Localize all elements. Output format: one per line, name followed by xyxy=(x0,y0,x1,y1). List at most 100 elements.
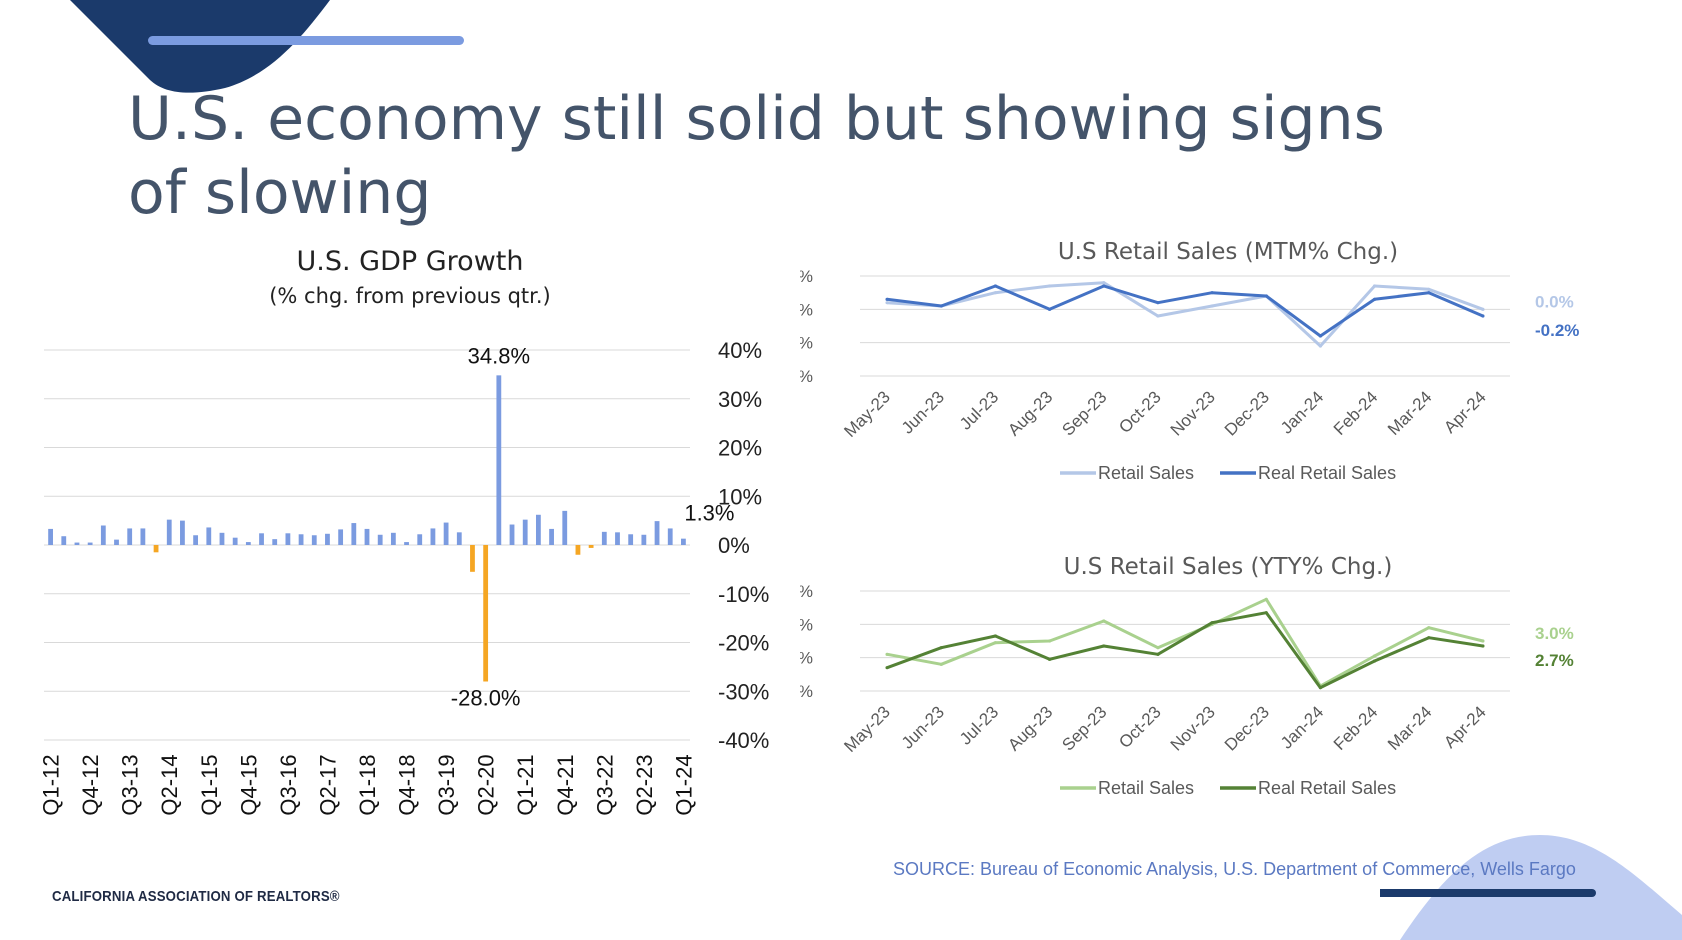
yty-point-real-retail-sales xyxy=(993,634,998,638)
gdp-bar-q2-13 xyxy=(114,539,119,545)
mtm-x-tick-feb-24: Feb-24 xyxy=(1330,387,1382,439)
gdp-x-tick-q1-15: Q1-15 xyxy=(197,754,222,815)
mtm-legend-label-retail-sales: Retail Sales xyxy=(1098,463,1194,483)
mtm-chart-title: U.S Retail Sales (MTM% Chg.) xyxy=(1058,239,1398,265)
gdp-bar-q3-17 xyxy=(338,529,344,545)
mtm-point-retail-sales xyxy=(1481,307,1485,311)
gdp-chart-title: U.S. GDP Growth xyxy=(297,246,524,277)
mtm-point-real-retail-sales xyxy=(1372,297,1377,301)
gdp-bar-q3-21 xyxy=(549,528,554,545)
gdp-y-tick-label: 0% xyxy=(718,533,750,558)
navy-corner-shape xyxy=(70,0,330,93)
gdp-bar-q4-21 xyxy=(562,510,568,545)
mtm-y-tick-label: 1.0% xyxy=(800,267,813,286)
slide-title: U.S. economy still solid but showing sig… xyxy=(128,84,1385,228)
gdp-bar-q3-13 xyxy=(127,528,133,545)
yty-point-retail-sales xyxy=(1372,654,1377,658)
mtm-x-tick-nov-23: Nov-23 xyxy=(1167,387,1219,439)
gdp-x-tick-q3-22: Q3-22 xyxy=(592,754,617,815)
retail-sales-mtm-chart: U.S Retail Sales (MTM% Chg.) 1.0% 0.0% -1.… xyxy=(800,239,1579,483)
yty-x-tick-dec-23: Dec-23 xyxy=(1221,702,1273,754)
gdp-y-tick-label: -30% xyxy=(718,679,769,704)
yty-y-tick-label: 2.0% xyxy=(800,649,813,668)
gdp-x-tick-q4-18: Q4-18 xyxy=(395,754,420,815)
gdp-x-tick-q4-21: Q4-21 xyxy=(553,754,578,815)
gdp-x-tick-q3-13: Q3-13 xyxy=(118,754,143,815)
retail-sales-yty-chart: U.S Retail Sales (YTY% Chg.) 6.0% 4.0% 2.0… xyxy=(800,554,1574,798)
gdp-bar-q1-12 xyxy=(48,528,53,545)
yty-point-real-retail-sales xyxy=(1102,644,1106,648)
gdp-data-label-q1-24: 1.3% xyxy=(684,501,734,526)
mtm-end-label-real-retail-sales: -0.2% xyxy=(1535,321,1579,340)
mtm-y-tick-label: -2.0% xyxy=(800,367,813,386)
gdp-x-tick-q1-24: Q1-24 xyxy=(671,754,696,815)
gdp-x-tick-q2-17: Q2-17 xyxy=(315,754,340,815)
gdp-bar-q1-17 xyxy=(311,535,317,545)
light-blue-wave-shape xyxy=(1400,835,1682,940)
yty-y-tick-label: 6.0% xyxy=(800,582,813,601)
mtm-point-real-retail-sales xyxy=(1481,314,1485,318)
yty-series-real-retail-sales xyxy=(886,611,1484,690)
gdp-bar-q4-13 xyxy=(140,528,146,545)
mtm-point-retail-sales xyxy=(1372,284,1377,288)
gdp-x-tick-q4-12: Q4-12 xyxy=(78,754,103,815)
yty-y-tick-label: 0.0% xyxy=(800,682,813,701)
yty-x-tick-aug-23: Aug-23 xyxy=(1004,702,1056,754)
mtm-x-tick-jan-24: Jan-24 xyxy=(1277,387,1327,437)
footer-decoration xyxy=(1380,835,1682,940)
gdp-data-labels: 34.8% -28.0% 1.3% xyxy=(451,343,735,710)
mtm-point-retail-sales xyxy=(1102,281,1106,285)
yty-point-retail-sales xyxy=(1264,597,1268,601)
mtm-point-retail-sales xyxy=(1047,284,1052,288)
header-decoration xyxy=(70,0,464,93)
mtm-x-tick-jun-23: Jun-23 xyxy=(898,387,948,437)
gdp-bar-q4-14 xyxy=(193,535,199,545)
mtm-point-retail-sales xyxy=(885,301,889,305)
gdp-y-tick-label: 10% xyxy=(718,484,762,509)
gdp-bar-q4-17 xyxy=(351,523,357,545)
accent-bar xyxy=(148,36,464,45)
mtm-x-tick-jul-23: Jul-23 xyxy=(956,387,1002,433)
gdp-bar-q2-21 xyxy=(535,514,541,545)
mtm-end-label-retail-sales: 0.0% xyxy=(1535,292,1574,311)
mtm-point-real-retail-sales xyxy=(885,297,889,301)
mtm-point-retail-sales xyxy=(1210,304,1214,308)
organization-name: CALIFORNIA ASSOCIATION OF REALTORS® xyxy=(52,888,340,905)
yty-point-real-retail-sales xyxy=(1372,659,1377,663)
gdp-x-tick-q1-21: Q1-21 xyxy=(513,754,538,815)
gdp-bar-q2-20 xyxy=(483,545,489,682)
yty-point-retail-sales xyxy=(993,641,998,645)
yty-point-real-retail-sales xyxy=(1210,621,1214,625)
yty-point-real-retail-sales xyxy=(1047,657,1052,661)
gdp-bar-q1-19 xyxy=(417,534,423,545)
mtm-point-real-retail-sales xyxy=(1264,294,1268,298)
gdp-bar-q1-16 xyxy=(259,533,264,545)
yty-x-tick-oct-23: Oct-23 xyxy=(1115,702,1165,752)
mtm-y-tick-label: 0.0% xyxy=(800,300,813,319)
yty-x-tick-jul-23: Jul-23 xyxy=(956,702,1002,748)
yty-point-real-retail-sales xyxy=(1318,686,1323,690)
yty-x-tick-sep-23: Sep-23 xyxy=(1058,702,1110,754)
gdp-bars xyxy=(48,375,686,682)
gdp-bar-q2-19 xyxy=(430,528,436,545)
yty-legend-label-retail-sales: Retail Sales xyxy=(1098,778,1194,798)
gdp-bar-q4-19 xyxy=(456,532,462,545)
yty-x-tick-jun-23: Jun-23 xyxy=(898,702,948,752)
yty-end-label-real-retail-sales: 2.7% xyxy=(1535,651,1574,670)
gdp-x-tick-q2-14: Q2-14 xyxy=(157,754,182,815)
gdp-bar-q1-24 xyxy=(681,538,686,545)
yty-point-retail-sales xyxy=(1427,626,1431,630)
mtm-point-real-retail-sales xyxy=(939,304,943,308)
gdp-y-tick-label: -40% xyxy=(718,728,769,753)
gdp-x-tick-q1-12: Q1-12 xyxy=(39,754,64,815)
yty-point-retail-sales xyxy=(1047,639,1052,643)
gdp-bar-q3-20 xyxy=(496,375,502,545)
yty-point-real-retail-sales xyxy=(1481,644,1485,648)
gdp-bar-q3-16 xyxy=(285,533,291,545)
yty-legend-label-real-retail-sales: Real Retail Sales xyxy=(1258,778,1396,798)
gdp-bar-q3-23 xyxy=(654,521,660,545)
mtm-x-tick-mar-24: Mar-24 xyxy=(1384,387,1436,439)
gdp-bar-q1-20 xyxy=(470,545,475,572)
yty-point-retail-sales xyxy=(939,662,943,666)
mtm-point-real-retail-sales xyxy=(1210,291,1214,295)
